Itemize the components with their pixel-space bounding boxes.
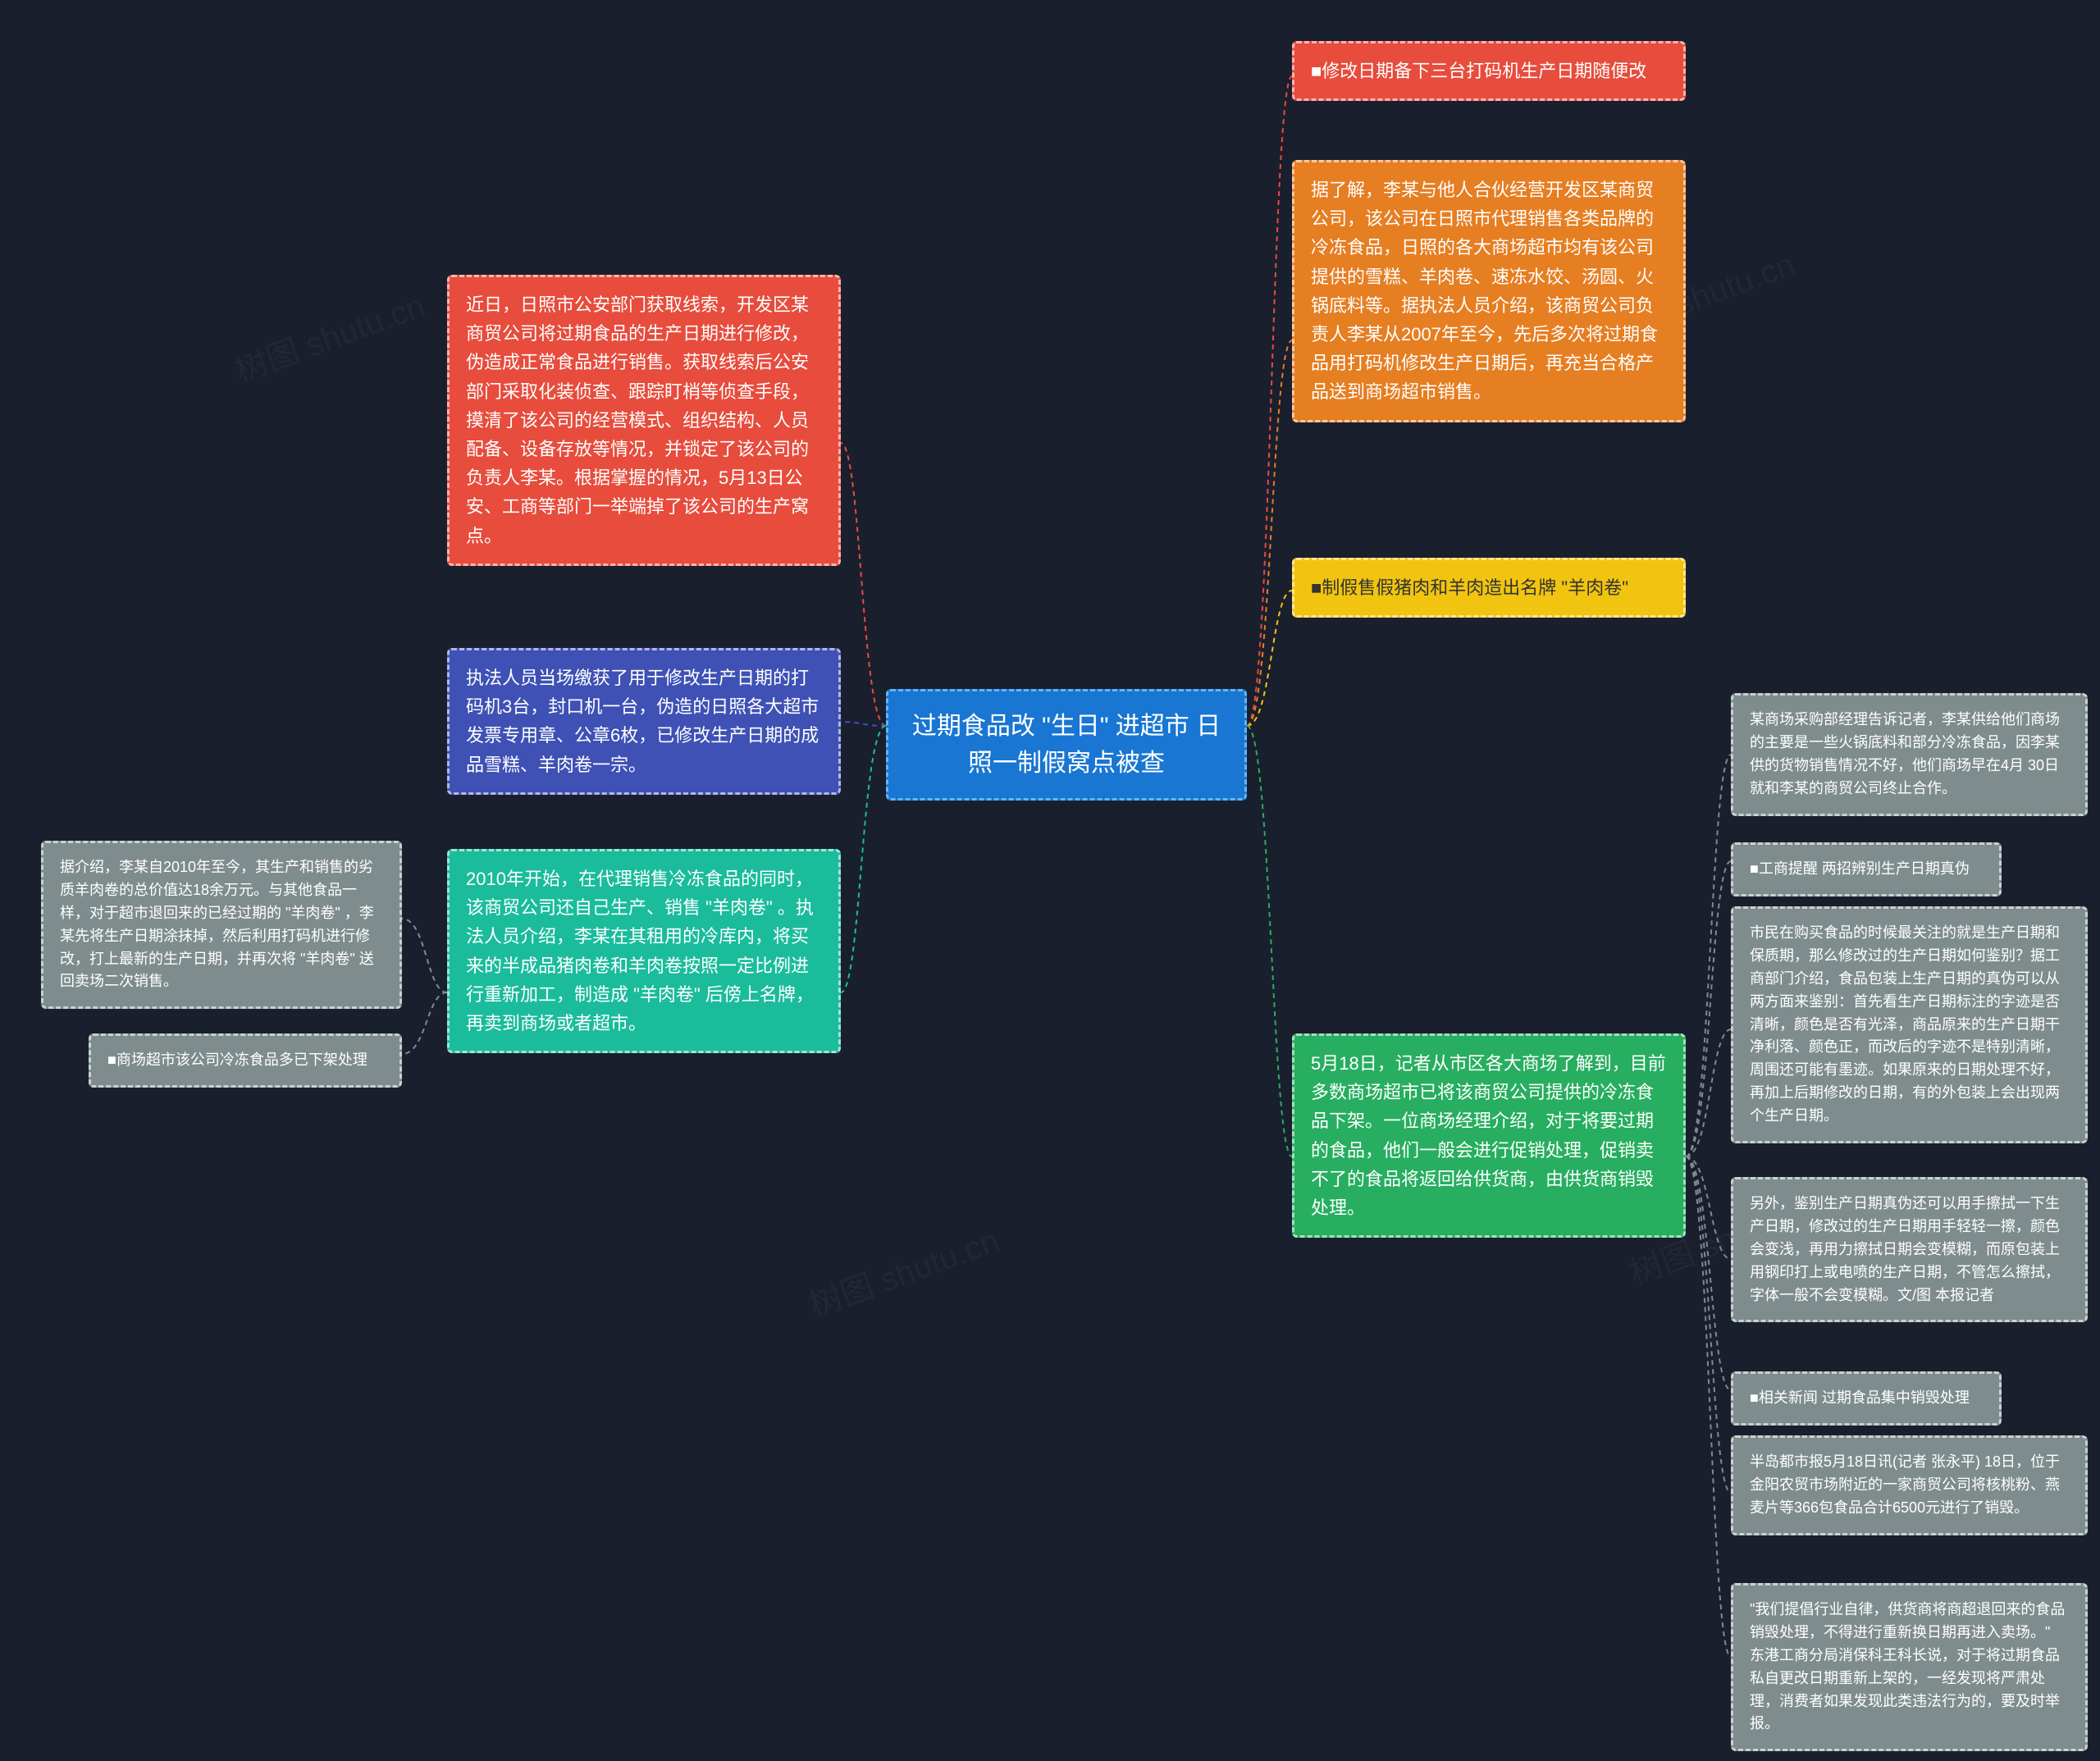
left-node-3-sub1: 据介绍，李某自2010年至今，其生产和销售的劣质羊肉卷的总价值达18余万元。与其… [41, 841, 402, 1009]
right-node-4: 5月18日，记者从市区各大商场了解到，目前多数商场超市已将该商贸公司提供的冷冻食… [1292, 1033, 1686, 1238]
center-title: 过期食品改 "生日" 进超市 日照一制假窝点被查 [912, 713, 1221, 777]
right-sub-3: 市民在购买食品的时候最关注的就是生产日期和保质期，那么修改过的生产日期如何鉴别？… [1731, 906, 2088, 1143]
right-sub-2: ■工商提醒 两招辨别生产日期真伪 [1731, 842, 2002, 896]
left-node-3-text: 2010年开始，在代理销售冷冻食品的同时，该商贸公司还自己生产、销售 "羊肉卷"… [466, 869, 814, 1033]
left-node-3-sub2-text: ■商场超市该公司冷冻食品多已下架处理 [107, 1052, 368, 1068]
right-sub-7-text: "我们提倡行业自律，供货商将商超退回来的食品销毁处理，不得进行重新换日期再进入卖… [1750, 1601, 2065, 1731]
right-sub-7: "我们提倡行业自律，供货商将商超退回来的食品销毁处理，不得进行重新换日期再进入卖… [1731, 1583, 2088, 1751]
left-node-3: 2010年开始，在代理销售冷冻食品的同时，该商贸公司还自己生产、销售 "羊肉卷"… [447, 849, 841, 1053]
center-node: 过期食品改 "生日" 进超市 日照一制假窝点被查 [886, 689, 1247, 801]
left-node-1-text: 近日，日照市公安部门获取线索，开发区某商贸公司将过期食品的生产日期进行修改，伪造… [466, 294, 809, 546]
right-sub-4: 另外，鉴别生产日期真伪还可以用手擦拭一下生产日期，修改过的生产日期用手轻轻一擦，… [1731, 1177, 2088, 1322]
right-sub-6-text: 半岛都市报5月18日讯(记者 张永平) 18日，位于金阳农贸市场附近的一家商贸公… [1750, 1453, 2060, 1516]
left-node-3-sub2: ■商场超市该公司冷冻食品多已下架处理 [89, 1033, 402, 1088]
right-node-3: ■制假售假猪肉和羊肉造出名牌 "羊肉卷" [1292, 558, 1686, 618]
right-sub-3-text: 市民在购买食品的时候最关注的就是生产日期和保质期，那么修改过的生产日期如何鉴别？… [1750, 924, 2060, 1124]
right-sub-6: 半岛都市报5月18日讯(记者 张永平) 18日，位于金阳农贸市场附近的一家商贸公… [1731, 1435, 2088, 1535]
right-sub-1-text: 某商场采购部经理告诉记者，李某供给他们商场的主要是一些火锅底料和部分冷冻食品，因… [1750, 711, 2060, 796]
watermark: 树图 shutu.cn [801, 1214, 1005, 1326]
right-node-3-text: ■制假售假猪肉和羊肉造出名牌 "羊肉卷" [1311, 577, 1628, 598]
right-node-1-text: ■修改日期备下三台打码机生产日期随便改 [1311, 61, 1646, 81]
watermark: 树图 shutu.cn [227, 279, 431, 391]
left-node-1: 近日，日照市公安部门获取线索，开发区某商贸公司将过期食品的生产日期进行修改，伪造… [447, 275, 841, 566]
right-sub-2-text: ■工商提醒 两招辨别生产日期真伪 [1750, 860, 1970, 877]
right-sub-5: ■相关新闻 过期食品集中销毁处理 [1731, 1371, 2002, 1426]
right-node-4-text: 5月18日，记者从市区各大商场了解到，目前多数商场超市已将该商贸公司提供的冷冻食… [1311, 1053, 1666, 1218]
right-sub-1: 某商场采购部经理告诉记者，李某供给他们商场的主要是一些火锅底料和部分冷冻食品，因… [1731, 693, 2088, 816]
right-node-1: ■修改日期备下三台打码机生产日期随便改 [1292, 41, 1686, 101]
right-sub-4-text: 另外，鉴别生产日期真伪还可以用手擦拭一下生产日期，修改过的生产日期用手轻轻一擦，… [1750, 1195, 2060, 1303]
left-node-3-sub1-text: 据介绍，李某自2010年至今，其生产和销售的劣质羊肉卷的总价值达18余万元。与其… [60, 859, 374, 989]
left-node-2-text: 执法人员当场缴获了用于修改生产日期的打码机3台，封口机一台，伪造的日照各大超市发… [466, 668, 819, 775]
right-node-2-text: 据了解，李某与他人合伙经营开发区某商贸公司，该公司在日照市代理销售各类品牌的冷冻… [1311, 180, 1658, 402]
left-node-2: 执法人员当场缴获了用于修改生产日期的打码机3台，封口机一台，伪造的日照各大超市发… [447, 648, 841, 795]
right-sub-5-text: ■相关新闻 过期食品集中销毁处理 [1750, 1389, 1970, 1406]
right-node-2: 据了解，李某与他人合伙经营开发区某商贸公司，该公司在日照市代理销售各类品牌的冷冻… [1292, 160, 1686, 422]
